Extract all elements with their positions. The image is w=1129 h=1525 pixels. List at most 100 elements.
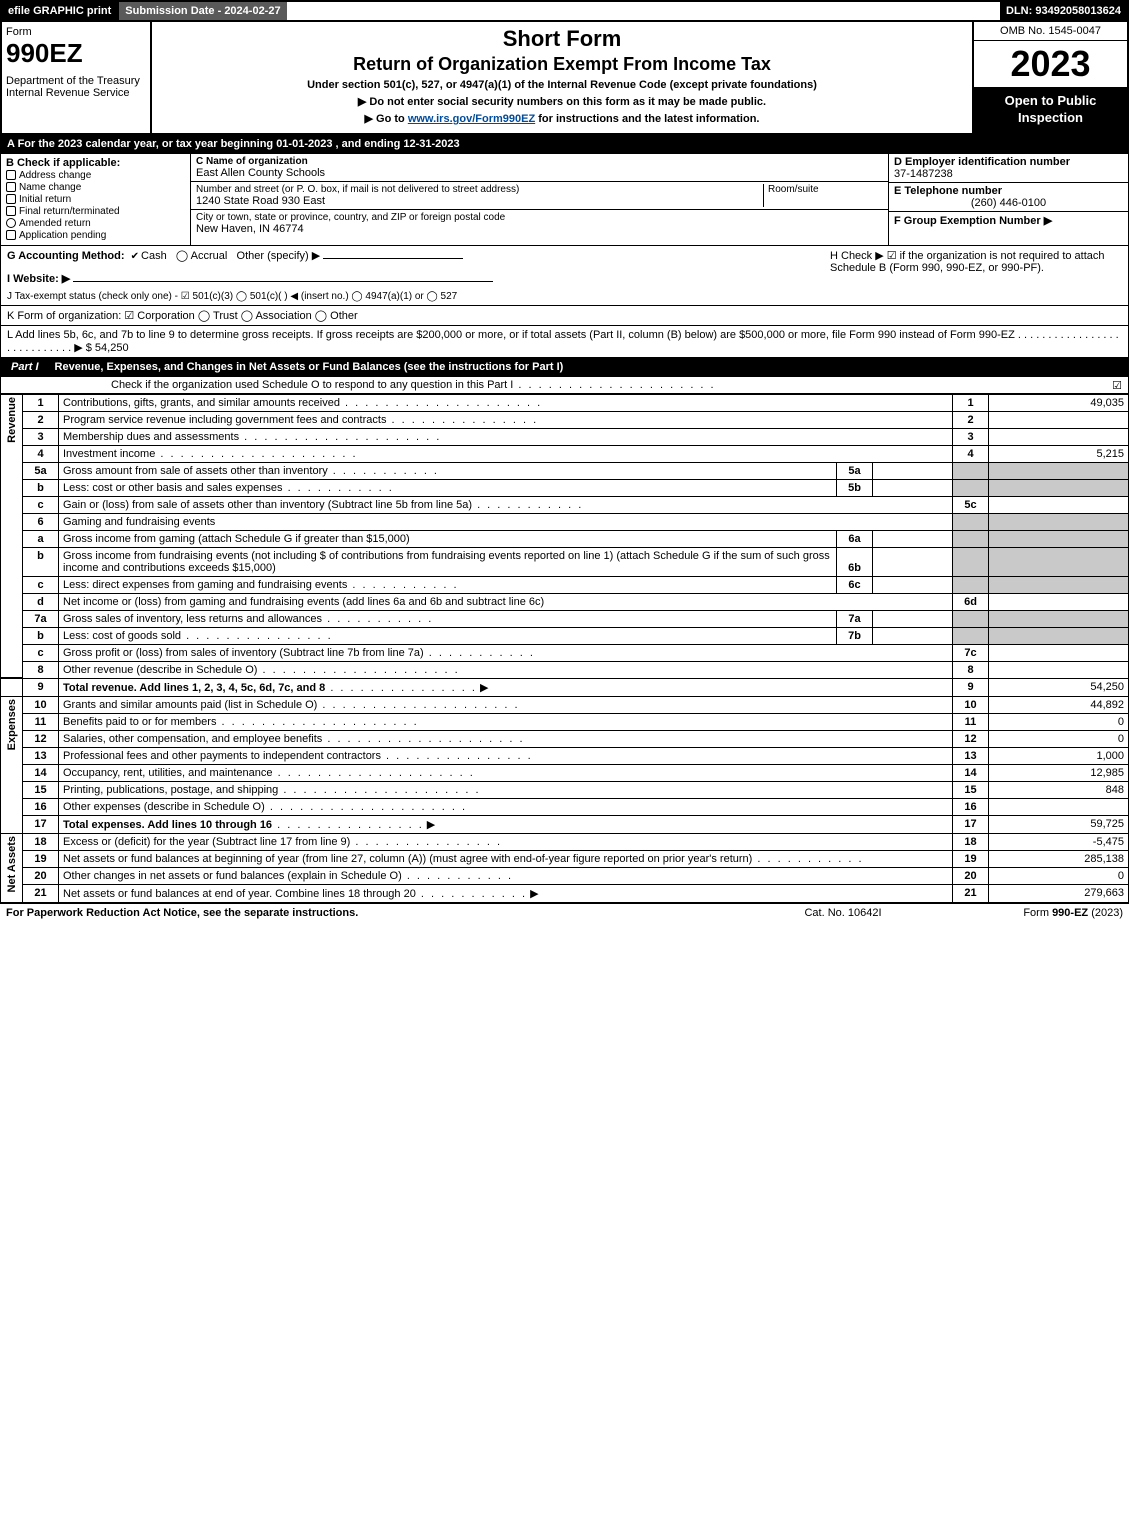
r7c-desc: Gross profit or (loss) from sales of inv…	[59, 644, 953, 661]
topbar-spacer	[287, 2, 1000, 20]
chk-application-pending[interactable]: Application pending	[6, 230, 185, 241]
line-h: H Check ▶ ☑ if the organization is not r…	[822, 249, 1122, 302]
r20-amt: 0	[989, 867, 1129, 884]
r3-desc: Membership dues and assessments	[59, 428, 953, 445]
r19-num: 19	[23, 850, 59, 867]
r6b-subval	[873, 547, 953, 576]
r4-desc: Investment income	[59, 445, 953, 462]
r5c-ln: 5c	[953, 496, 989, 513]
e-phone-label: E Telephone number	[894, 185, 1123, 197]
r6a-subval	[873, 530, 953, 547]
r6-desc: Gaming and fundraising events	[59, 513, 953, 530]
city-value: New Haven, IN 46774	[196, 223, 883, 235]
r21-num: 21	[23, 884, 59, 902]
netassets-sidebar: Net Assets	[1, 833, 23, 902]
line-a: A For the 2023 calendar year, or tax yea…	[0, 135, 1129, 154]
under-section-text: Under section 501(c), 527, or 4947(a)(1)…	[156, 79, 968, 91]
omb-number: OMB No. 1545-0047	[974, 22, 1127, 41]
r5a-desc: Gross amount from sale of assets other t…	[59, 462, 837, 479]
block-g-h-i-j: G Accounting Method: Cash ◯ Accrual Othe…	[0, 246, 1129, 306]
part-i-bar: Part I Revenue, Expenses, and Changes in…	[0, 358, 1129, 377]
r21-amt: 279,663	[989, 884, 1129, 902]
efile-graphic-print[interactable]: efile GRAPHIC print	[2, 2, 117, 20]
irs-link[interactable]: www.irs.gov/Form990EZ	[408, 113, 535, 125]
r18-num: 18	[23, 833, 59, 850]
chk-final-return[interactable]: Final return/terminated	[6, 206, 185, 217]
r9-ln: 9	[953, 678, 989, 696]
goto-post: for instructions and the latest informat…	[535, 113, 759, 125]
dln-label: DLN: 93492058013624	[1000, 2, 1127, 20]
r5b-num: b	[23, 479, 59, 496]
expenses-sidebar: Expenses	[1, 696, 23, 833]
r6c-num: c	[23, 576, 59, 593]
r20-ln: 20	[953, 867, 989, 884]
r5a-ln	[953, 462, 989, 479]
r6b-amt	[989, 547, 1129, 576]
c-city-block: City or town, state or province, country…	[191, 210, 888, 237]
city-label: City or town, state or province, country…	[196, 212, 883, 223]
r6c-amt	[989, 576, 1129, 593]
r7b-ln	[953, 627, 989, 644]
r6-amt	[989, 513, 1129, 530]
r16-desc: Other expenses (describe in Schedule O)	[59, 798, 953, 815]
chk-name-change[interactable]: Name change	[6, 182, 185, 193]
submission-date: Submission Date - 2024-02-27	[117, 2, 286, 20]
goto-pre: ▶ Go to	[365, 113, 408, 125]
r2-num: 2	[23, 411, 59, 428]
header-mid: Short Form Return of Organization Exempt…	[152, 22, 972, 133]
r18-ln: 18	[953, 833, 989, 850]
return-title: Return of Organization Exempt From Incom…	[156, 54, 968, 75]
r1-amt: 49,035	[989, 394, 1129, 411]
r7b-subval	[873, 627, 953, 644]
r6-num: 6	[23, 513, 59, 530]
line-l: L Add lines 5b, 6c, and 7b to line 9 to …	[0, 326, 1129, 358]
r17-amt: 59,725	[989, 815, 1129, 833]
r14-desc: Occupancy, rent, utilities, and maintena…	[59, 764, 953, 781]
r8-amt	[989, 661, 1129, 678]
ein-value: 37-1487238	[894, 168, 1123, 180]
org-name: East Allen County Schools	[196, 167, 883, 179]
r6a-sub: 6a	[837, 530, 873, 547]
r6a-desc: Gross income from gaming (attach Schedul…	[59, 530, 837, 547]
chk-amended-return[interactable]: Amended return	[6, 218, 185, 229]
r6c-desc: Less: direct expenses from gaming and fu…	[59, 576, 837, 593]
chk-initial-return[interactable]: Initial return	[6, 194, 185, 205]
r1-num: 1	[23, 394, 59, 411]
r5a-amt	[989, 462, 1129, 479]
chk-address-change[interactable]: Address change	[6, 170, 185, 181]
ssn-warning: ▶ Do not enter social security numbers o…	[156, 95, 968, 108]
phone-value: (260) 446-0100	[894, 197, 1123, 209]
r2-amt	[989, 411, 1129, 428]
schedule-o-check[interactable]: ☑	[1112, 379, 1122, 392]
b-header: B Check if applicable:	[6, 157, 185, 169]
r9-desc: Total revenue. Add lines 1, 2, 3, 4, 5c,…	[59, 678, 953, 696]
r2-ln: 2	[953, 411, 989, 428]
page-footer: For Paperwork Reduction Act Notice, see …	[0, 903, 1129, 922]
rev-bottom-side	[1, 678, 23, 696]
r7b-amt	[989, 627, 1129, 644]
r3-num: 3	[23, 428, 59, 445]
r20-desc: Other changes in net assets or fund bala…	[59, 867, 953, 884]
r15-amt: 848	[989, 781, 1129, 798]
r6b-num: b	[23, 547, 59, 576]
r5b-amt	[989, 479, 1129, 496]
r4-ln: 4	[953, 445, 989, 462]
f-group-label: F Group Exemption Number ▶	[894, 215, 1052, 227]
r7a-subval	[873, 610, 953, 627]
r1-desc: Contributions, gifts, grants, and simila…	[59, 394, 953, 411]
r6d-num: d	[23, 593, 59, 610]
r6a-ln	[953, 530, 989, 547]
r6b-ln	[953, 547, 989, 576]
r21-desc: Net assets or fund balances at end of ye…	[59, 884, 953, 902]
c-addr-block: Number and street (or P. O. box, if mail…	[191, 182, 888, 210]
r13-amt: 1,000	[989, 747, 1129, 764]
r17-desc: Total expenses. Add lines 10 through 16	[59, 815, 953, 833]
r5a-num: 5a	[23, 462, 59, 479]
r5b-sub: 5b	[837, 479, 873, 496]
r3-amt	[989, 428, 1129, 445]
chk-accrual[interactable]: Accrual	[191, 250, 228, 262]
r5c-amt	[989, 496, 1129, 513]
r6c-ln	[953, 576, 989, 593]
chk-cash[interactable]: Cash	[131, 250, 167, 262]
paperwork-notice: For Paperwork Reduction Act Notice, see …	[6, 907, 743, 919]
